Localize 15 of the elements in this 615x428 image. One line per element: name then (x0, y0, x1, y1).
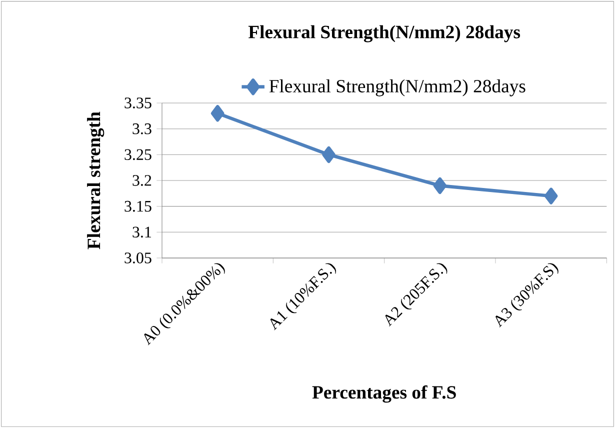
y-tick-label: 3.3 (132, 123, 152, 134)
point (544, 188, 558, 204)
y-axis-title: Flexural strength (87, 112, 104, 250)
point (322, 146, 336, 163)
point (433, 177, 447, 194)
y-tick-label: 3.05 (124, 252, 152, 264)
y-tick-label: 3.15 (124, 200, 152, 212)
x-axis-title: Percentages of F.S (312, 385, 456, 403)
y-tick-label: 3.25 (124, 149, 152, 160)
chart-title: Flexural Strength(N/mm2) 28days (248, 25, 520, 42)
legend-label: Flexural Strength(N/mm2) 28days (269, 79, 526, 96)
y-tick-label: 3.35 (124, 98, 152, 108)
y-tick-label: 3.2 (132, 175, 152, 186)
y-tick-label: 3.1 (132, 226, 152, 238)
point (210, 104, 224, 122)
